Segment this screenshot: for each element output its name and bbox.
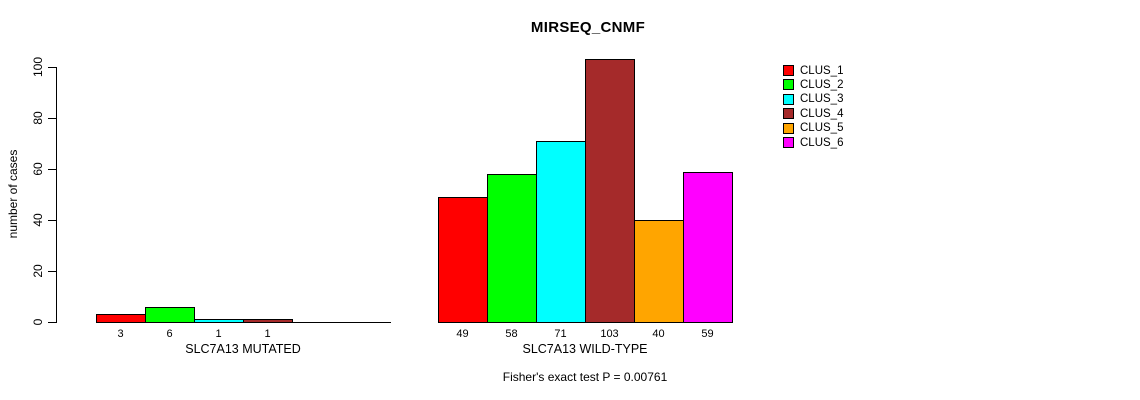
group-label: SLC7A13 WILD-TYPE xyxy=(522,342,648,356)
y-tick-label: 80 xyxy=(31,111,45,125)
y-tick-mark xyxy=(48,220,56,221)
legend-label: CLUS_5 xyxy=(800,122,844,135)
legend-label: CLUS_1 xyxy=(800,64,844,77)
legend-item: CLUS_2 xyxy=(783,78,843,91)
legend-swatch xyxy=(783,137,794,149)
y-tick-label: 0 xyxy=(31,318,45,326)
bar-value-label: 1 xyxy=(264,328,271,340)
y-tick-label: 40 xyxy=(31,213,45,227)
legend-item: CLUS_1 xyxy=(783,64,843,77)
legend-label: CLUS_3 xyxy=(800,93,844,106)
y-tick-label: 100 xyxy=(31,56,45,78)
group-baseline xyxy=(96,322,391,323)
legend-swatch xyxy=(783,122,794,134)
y-axis-line xyxy=(56,67,57,323)
y-tick-mark xyxy=(48,118,56,119)
bar-value-label: 3 xyxy=(117,328,124,340)
bar-clus_6 xyxy=(683,172,733,323)
bar-value-label: 103 xyxy=(600,328,619,340)
legend-item: CLUS_5 xyxy=(783,122,843,135)
bar-clus_2 xyxy=(487,174,537,323)
y-tick-mark xyxy=(48,67,56,68)
bar-value-label: 49 xyxy=(456,328,469,340)
bar-clus_1 xyxy=(438,197,488,323)
group-label: SLC7A13 MUTATED xyxy=(185,342,301,356)
bar-value-label: 1 xyxy=(215,328,222,340)
y-tick-mark xyxy=(48,169,56,170)
y-tick-label: 60 xyxy=(31,162,45,176)
y-axis-label: number of cases xyxy=(6,149,20,239)
legend-label: CLUS_6 xyxy=(800,136,844,149)
legend-item: CLUS_4 xyxy=(783,107,843,120)
y-tick-label: 20 xyxy=(31,264,45,278)
legend-item: CLUS_3 xyxy=(783,93,843,106)
legend-swatch xyxy=(783,65,794,76)
bar-clus_3 xyxy=(536,141,586,323)
legend-label: CLUS_2 xyxy=(800,78,844,91)
legend-label: CLUS_4 xyxy=(800,107,844,120)
bar-clus_5 xyxy=(634,220,684,323)
group-baseline xyxy=(438,322,733,323)
bar-value-label: 71 xyxy=(554,328,567,340)
y-tick-mark xyxy=(48,271,56,272)
bar-clus_2 xyxy=(145,307,195,323)
bar-clus_4 xyxy=(585,59,635,323)
bar-value-label: 6 xyxy=(166,328,173,340)
legend-swatch xyxy=(783,108,794,120)
legend-item: CLUS_6 xyxy=(783,136,843,149)
bar-value-label: 40 xyxy=(652,328,665,340)
legend-swatch xyxy=(783,79,794,91)
bar-value-label: 59 xyxy=(701,328,714,340)
legend-swatch xyxy=(783,93,794,105)
chart-title: MIRSEQ_CNMF xyxy=(530,19,646,36)
y-tick-mark xyxy=(48,322,56,323)
bar-value-label: 58 xyxy=(505,328,518,340)
annotation-text: Fisher's exact test P = 0.00761 xyxy=(502,370,668,384)
